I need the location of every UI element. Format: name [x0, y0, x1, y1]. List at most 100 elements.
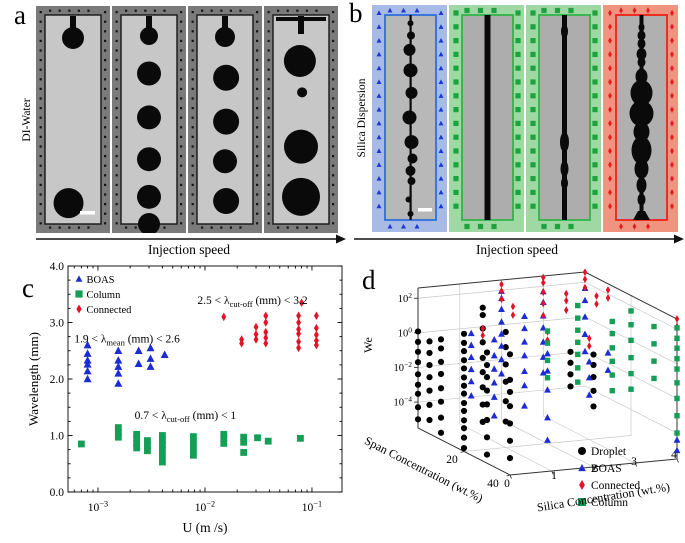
- square-marker: [609, 318, 615, 325]
- square-marker: [515, 189, 521, 195]
- circle-marker: [460, 382, 468, 389]
- triangle-marker: [376, 189, 382, 195]
- fluid-shapes: [560, 15, 569, 220]
- svg-text:10−4: 10−4: [393, 395, 412, 409]
- svg-text:2: 2: [591, 463, 597, 475]
- circle-marker: [460, 434, 468, 441]
- triangle-marker: [521, 381, 528, 389]
- square-marker: [575, 327, 581, 333]
- triangle-marker: [134, 359, 143, 368]
- diamond-marker: [670, 51, 674, 58]
- diamond-marker: [296, 318, 302, 327]
- triangle-marker: [521, 367, 528, 375]
- square-marker: [609, 345, 615, 351]
- circle-marker: [479, 304, 486, 311]
- square-marker: [240, 433, 248, 441]
- circle-marker: [460, 330, 468, 337]
- triangle-marker: [83, 356, 92, 364]
- square-marker: [568, 223, 574, 230]
- square-marker: [75, 290, 83, 298]
- triangle-marker: [114, 346, 123, 355]
- d-legend: Droplet BOAS Connected Column: [578, 446, 640, 509]
- svg-text:2.0: 2.0: [50, 374, 65, 386]
- circle-marker: [506, 454, 514, 462]
- square-marker: [592, 148, 598, 154]
- nozzle: [298, 16, 304, 34]
- diamond-marker: [313, 330, 319, 340]
- circle-marker: [479, 339, 486, 346]
- triangle-marker: [438, 148, 444, 154]
- square-marker: [453, 120, 459, 126]
- diamond-marker: [480, 324, 485, 333]
- square-marker: [628, 337, 634, 344]
- square-marker: [515, 51, 521, 57]
- triangle-marker: [146, 343, 155, 352]
- square-marker: [158, 441, 166, 448]
- circle-marker: [479, 354, 486, 361]
- boas-series-3d: [467, 284, 681, 454]
- triangle-marker: [401, 223, 406, 229]
- triangle-marker: [467, 341, 475, 348]
- triangle-marker: [521, 351, 528, 359]
- diamond-marker: [670, 189, 674, 196]
- diamond-marker: [253, 335, 259, 344]
- square-marker: [220, 430, 228, 438]
- square-marker: [477, 223, 484, 230]
- triangle-marker: [438, 162, 444, 167]
- square-marker: [144, 442, 151, 450]
- circle-marker: [567, 371, 574, 378]
- circle-marker: [460, 348, 468, 355]
- fluid-shapes: [276, 16, 326, 216]
- circle-marker: [578, 447, 586, 455]
- square-marker: [515, 134, 521, 140]
- c-yaxis-label: Wavelength (mm): [26, 332, 41, 426]
- circle-marker: [483, 434, 491, 441]
- circle-marker: [414, 390, 422, 397]
- square-marker: [651, 375, 657, 382]
- diamond-marker: [670, 133, 674, 141]
- triangle-marker: [581, 313, 589, 320]
- triangle-marker: [544, 367, 551, 374]
- circle-marker: [437, 385, 445, 392]
- nozzle: [70, 16, 76, 29]
- circle-marker: [567, 359, 574, 366]
- diamond-marker: [541, 278, 546, 287]
- square-marker: [592, 79, 598, 85]
- svg-text:100: 100: [398, 325, 413, 339]
- legend-label: Connected: [591, 480, 640, 492]
- circle-marker: [483, 361, 491, 369]
- diamond-marker: [608, 175, 612, 182]
- circle-marker: [414, 348, 422, 355]
- square-marker: [158, 436, 166, 443]
- panel-b-injection-arrow: [354, 234, 684, 244]
- diamond-marker: [670, 37, 674, 44]
- annotation-0: 1.9 < λmean (mm) < 2.6: [74, 333, 180, 347]
- panel-a-micrographs: [36, 6, 338, 233]
- chart-we-3d-scatter: d 102 100 10−2 10−4 0 1 2 3 4 20 40 Droplet BOAS Conn…: [361, 265, 681, 514]
- triangle-marker: [376, 162, 382, 167]
- boas-series: [83, 340, 169, 387]
- square-marker: [554, 7, 561, 14]
- square-marker: [190, 445, 197, 453]
- circle-marker: [479, 369, 486, 376]
- triangle-marker: [498, 305, 505, 313]
- circle-marker: [414, 371, 422, 378]
- arrow-head-icon: [336, 234, 346, 244]
- square-marker: [592, 51, 598, 57]
- diamond-marker: [608, 106, 612, 113]
- diamond-marker: [608, 78, 612, 86]
- legend-label: Droplet: [591, 446, 627, 458]
- triangle-marker: [376, 24, 382, 29]
- pendant-drop: [215, 27, 235, 47]
- triangle-marker: [160, 350, 169, 358]
- droplet: [213, 149, 237, 174]
- square-marker: [114, 424, 122, 431]
- diamond-marker: [253, 330, 259, 339]
- diamond-marker: [239, 335, 245, 344]
- diamond-marker: [670, 23, 674, 31]
- diamond-marker: [670, 161, 674, 169]
- square-marker: [190, 433, 197, 441]
- square-marker: [628, 354, 634, 361]
- square-marker: [515, 203, 521, 209]
